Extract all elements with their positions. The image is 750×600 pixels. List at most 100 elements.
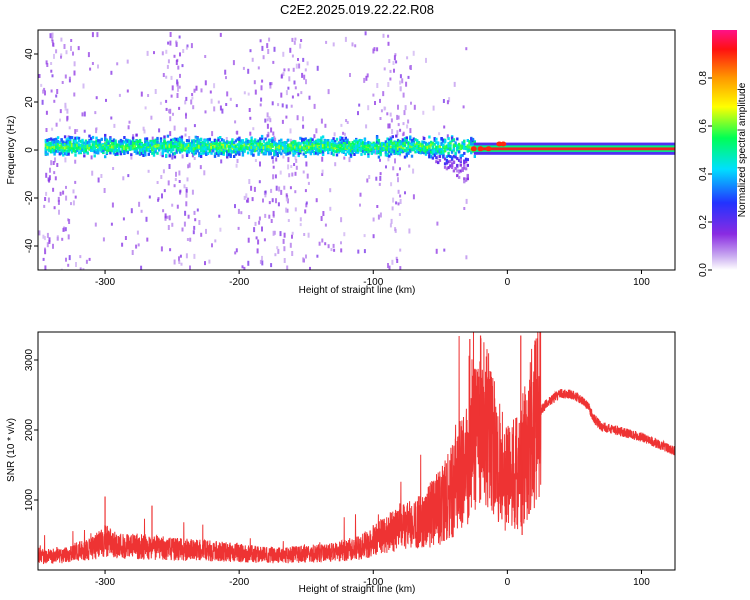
spectrogram-cell	[304, 137, 307, 141]
spectrogram-cell	[428, 153, 431, 157]
x-tick-label: 0	[505, 577, 511, 588]
spectrogram-cell	[294, 151, 297, 155]
spectrogram-cell	[410, 101, 412, 105]
spectrogram-cell	[130, 145, 133, 149]
spectrogram-cell	[126, 143, 129, 147]
spectrogram-cell	[327, 89, 330, 95]
spectrogram-cell	[449, 140, 452, 144]
spectrogram-cell	[337, 141, 340, 145]
spectrogram-cell	[435, 160, 438, 164]
spectrogram-cell	[219, 141, 222, 145]
spectrogram-cell	[400, 150, 403, 154]
spectrogram-cell	[220, 148, 224, 151]
spectrogram-cell	[67, 141, 70, 145]
spectrogram-cell	[332, 140, 335, 144]
spectrogram-cell	[377, 214, 380, 220]
spectrogram-cell	[191, 149, 194, 153]
spectrogram-cell	[182, 49, 185, 53]
spectrogram-cell	[267, 148, 271, 152]
spectrogram-cell	[65, 149, 68, 153]
spectrogram-cell	[213, 139, 217, 143]
spectrogram-cell	[308, 150, 311, 154]
spectrogram-cell	[285, 148, 288, 152]
spectrogram-cell	[370, 143, 374, 147]
spectrogram-cell	[213, 106, 216, 112]
spectrogram-cell	[461, 153, 464, 157]
spectrogram-cell	[363, 77, 366, 83]
spectrogram-cell	[360, 139, 363, 143]
spectrogram-cell	[409, 128, 412, 134]
spectrogram-cell	[360, 147, 363, 151]
colorbar-tick-label: 0.4	[698, 167, 709, 181]
spectrogram-cell	[253, 227, 256, 233]
spectrogram-cell	[367, 154, 370, 158]
spectrogram-cell	[283, 185, 286, 190]
spectrogram-cell	[334, 162, 337, 167]
spectrogram-cell	[128, 120, 131, 124]
snr-xlabel: Height of straight line (km)	[299, 584, 416, 595]
spectrogram-cell	[213, 144, 217, 148]
spectrogram-cell	[161, 145, 164, 149]
spectrogram-cell	[159, 101, 162, 105]
spectrogram-cell	[204, 80, 207, 86]
spectrogram-cell	[199, 155, 203, 158]
spectrogram-cell	[351, 149, 354, 153]
spectrogram-cell	[294, 155, 297, 160]
spectrogram-cell	[170, 147, 173, 151]
spectrogram-cell	[138, 141, 142, 145]
spectrogram-cell	[194, 139, 197, 143]
spectrogram-cell	[405, 149, 408, 153]
spectrogram-cell	[353, 139, 356, 143]
spectrogram-cell	[147, 149, 150, 152]
spectrogram-cell	[248, 108, 251, 112]
spectrogram-cell	[376, 83, 379, 88]
spectrogram-cell	[81, 112, 84, 117]
spectrogram-cell	[360, 152, 363, 156]
spectrogram-cell	[464, 157, 468, 161]
spectrogram-cell	[255, 140, 259, 144]
spectrogram-cell	[321, 141, 325, 145]
spectrogram-cell	[208, 259, 211, 264]
spectrogram-cell	[251, 197, 254, 202]
spectrogram-cell	[269, 84, 272, 89]
spectrogram-cell	[169, 131, 172, 137]
spectrogram-cell	[273, 149, 276, 153]
spectrogram-cell	[212, 141, 215, 145]
spectrogram-cell	[231, 150, 234, 154]
spectrogram-cell	[203, 170, 206, 176]
spectrogram-cell	[93, 145, 96, 148]
spectrogram-cell	[399, 199, 402, 204]
spectrogram-cell	[177, 86, 179, 92]
spectrogram-cell	[316, 254, 319, 258]
spectrogram-cell	[48, 143, 51, 147]
spectrogram-cell	[195, 85, 198, 91]
spectrogram-cell	[403, 155, 407, 159]
spectrogram-cell	[379, 212, 382, 218]
spectrogram-cell	[466, 177, 469, 181]
y-tick-label: 2000	[24, 418, 35, 441]
spectrogram-cell	[211, 131, 214, 137]
spectrogram-cell	[425, 57, 427, 63]
spectrogram-cell	[274, 152, 278, 156]
spectrogram-cell	[54, 157, 56, 163]
spectrogram-cell	[97, 143, 100, 147]
spectrogram-cell	[443, 162, 447, 166]
spectrogram-cell	[445, 167, 449, 171]
spectrogram-cell	[131, 250, 134, 255]
spectrogram-cell	[221, 108, 224, 114]
spectrogram-cell	[443, 125, 446, 129]
spectrogram-cell	[388, 138, 391, 142]
spectrogram-cell	[184, 127, 187, 132]
spectrogram-cell	[178, 139, 182, 143]
spectrogram-cell	[46, 63, 49, 67]
spectrogram-cell	[201, 147, 204, 151]
spectrogram-cell	[238, 138, 241, 141]
spectrogram-cell	[50, 160, 53, 166]
spectrogram-cell	[204, 261, 206, 266]
spectrogram-cell	[287, 152, 290, 156]
spectrogram-cell	[430, 155, 433, 159]
spectrogram-cell	[456, 137, 459, 141]
spectrogram-cell	[355, 140, 358, 144]
spectrogram-cell	[63, 146, 67, 150]
spectrogram-cell	[124, 138, 128, 142]
